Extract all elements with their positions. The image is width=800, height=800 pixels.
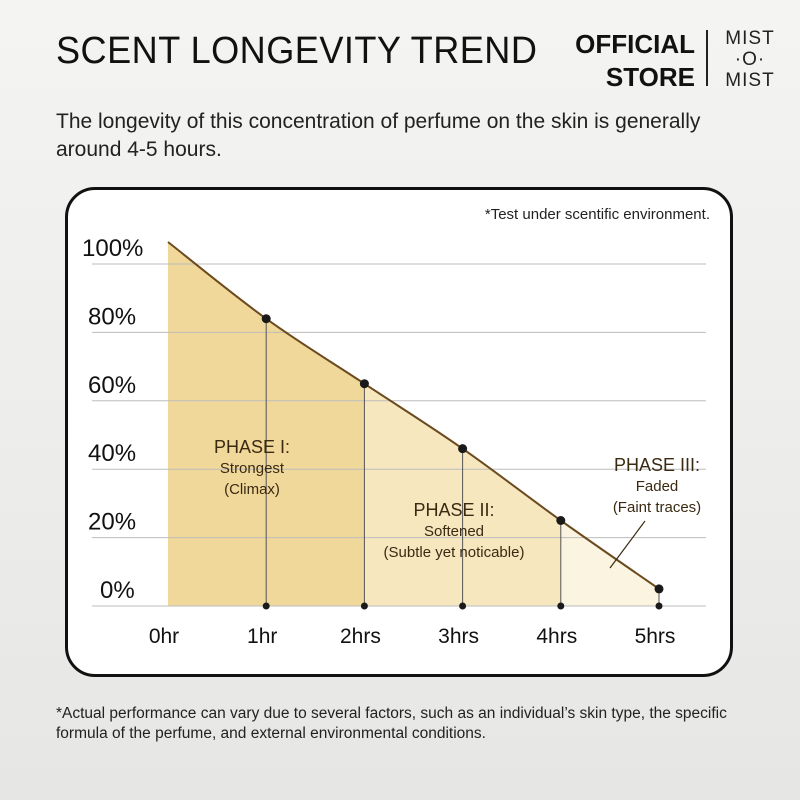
phase-3-area — [560, 520, 659, 606]
logo-line-2: ·O· — [734, 49, 766, 70]
axis-point — [459, 602, 467, 610]
brand-line-1: OFFICIAL — [575, 29, 695, 59]
y-tick-label: 80% — [88, 303, 136, 330]
y-tick-label: 0% — [100, 577, 135, 604]
x-tick-label: 3hrs — [438, 625, 479, 648]
chart-note: *Test under scentific environment. — [484, 206, 710, 223]
phase-2-note: (Subtle yet noticable) — [383, 544, 525, 561]
phase-3-desc: Faded — [635, 478, 679, 495]
phase-2-title: PHASE II: — [413, 500, 495, 520]
footer-disclaimer: *Actual performance can vary due to seve… — [56, 705, 727, 742]
phase-2-label: PHASE II: Softened (Subtle yet noticable… — [360, 499, 548, 563]
data-point — [458, 444, 468, 454]
x-tick-label: 5hrs — [635, 625, 676, 648]
phase-1-title: PHASE I: — [213, 437, 291, 457]
phase-3-title: PHASE III: — [613, 455, 701, 475]
data-point — [359, 379, 369, 389]
data-point — [556, 516, 566, 525]
phase-1-label: PHASE I: Strongest (Climax) — [196, 436, 308, 500]
official-store-badge: OFFICIAL STORE — [575, 28, 695, 94]
phase-1-note: (Climax) — [224, 481, 280, 498]
phase-3-note: (Faint traces) — [612, 499, 702, 516]
x-tick-label: 1hr — [247, 625, 277, 648]
phase-1-desc: Strongest — [219, 460, 285, 477]
page-subtitle: The longevity of this concentration of p… — [56, 110, 701, 161]
data-point — [261, 314, 271, 324]
y-tick-label: 40% — [88, 440, 136, 467]
brand-line-2: STORE — [605, 62, 695, 92]
y-tick-label: 20% — [88, 509, 136, 536]
x-tick-label: 0hr — [149, 625, 179, 648]
y-tick-label: 100% — [82, 235, 143, 262]
axis-point — [557, 602, 565, 610]
axis-point — [262, 602, 270, 610]
logo-line-3: MIST — [725, 70, 775, 91]
longevity-curve — [167, 241, 660, 590]
x-tick-label: 2hrs — [340, 625, 381, 648]
phase-3-label: PHASE III: Faded (Faint traces) — [600, 454, 714, 518]
axis-point — [655, 602, 663, 610]
phase-2-desc: Softened — [423, 523, 485, 540]
page-title: SCENT LONGEVITY TREND — [56, 30, 538, 72]
brand-divider — [706, 30, 708, 86]
y-tick-label: 60% — [88, 372, 136, 399]
mist-o-mist-logo: MIST ·O· MIST — [718, 28, 782, 91]
x-tick-label: 4hrs — [536, 625, 577, 648]
axis-point — [360, 602, 368, 610]
logo-line-1: MIST — [725, 28, 775, 49]
data-point — [654, 584, 664, 594]
phase-3-pointer — [609, 520, 646, 569]
